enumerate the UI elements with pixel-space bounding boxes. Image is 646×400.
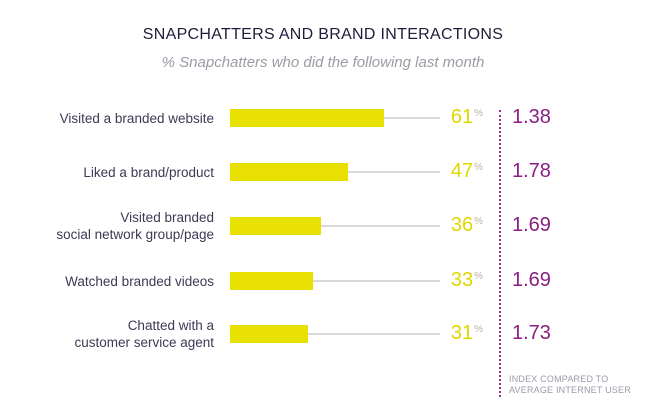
index-value: 1.69	[512, 214, 551, 236]
value-label: 36%	[451, 214, 483, 237]
bar	[230, 163, 349, 181]
index-note-line-1: INDEX COMPARED TO	[509, 374, 609, 384]
category-label-line: Liked a brand/product	[83, 164, 214, 180]
value-label: 31%	[451, 322, 483, 345]
category-label-line: social network group/page	[56, 227, 214, 242]
percent-symbol: %	[474, 216, 483, 227]
value-number: 31	[450, 322, 474, 344]
bar-track	[230, 225, 440, 227]
value-label: 47%	[451, 160, 483, 183]
percent-symbol: %	[474, 162, 483, 173]
bar	[230, 325, 309, 343]
bar	[230, 272, 314, 290]
bar	[230, 217, 321, 235]
index-divider	[499, 110, 501, 397]
percent-symbol: %	[474, 108, 483, 119]
value-number: 36	[450, 214, 474, 236]
chart-title: SNAPCHATTERS AND BRAND INTERACTIONS	[142, 26, 504, 43]
percent-symbol: %	[474, 324, 483, 335]
value-label: 61%	[451, 106, 483, 129]
value-number: 61	[450, 106, 474, 128]
category-label-line: Watched branded videos	[65, 273, 214, 289]
chart-subtitle: % Snapchatters who did the following las…	[161, 54, 485, 71]
category-label-line: customer service agent	[74, 335, 214, 350]
value-number: 47	[450, 160, 474, 182]
category-label-line: Chatted with a	[127, 318, 214, 333]
percent-symbol: %	[474, 271, 483, 282]
category-label: Liked a brand/product	[0, 164, 214, 181]
index-value: 1.78	[512, 160, 551, 182]
index-value: 1.73	[512, 322, 551, 344]
index-note-line-2: AVERAGE INTERNET USER	[509, 385, 631, 395]
category-label: Visited branded social network group/page	[0, 209, 214, 243]
category-label: Watched branded videos	[0, 273, 214, 290]
bar-track	[230, 333, 440, 335]
bar	[230, 109, 384, 127]
index-value: 1.69	[512, 269, 551, 291]
category-label-line: Visited a branded website	[59, 110, 214, 126]
index-value: 1.38	[512, 106, 551, 128]
value-number: 33	[450, 269, 474, 291]
category-label-line: Visited branded	[120, 210, 214, 225]
category-label: Visited a branded website	[0, 110, 214, 127]
category-label: Chatted with a customer service agent	[0, 317, 214, 351]
bar-track	[230, 280, 440, 282]
index-note: INDEX COMPARED TO AVERAGE INTERNET USER	[509, 374, 631, 396]
value-label: 33%	[451, 269, 483, 292]
